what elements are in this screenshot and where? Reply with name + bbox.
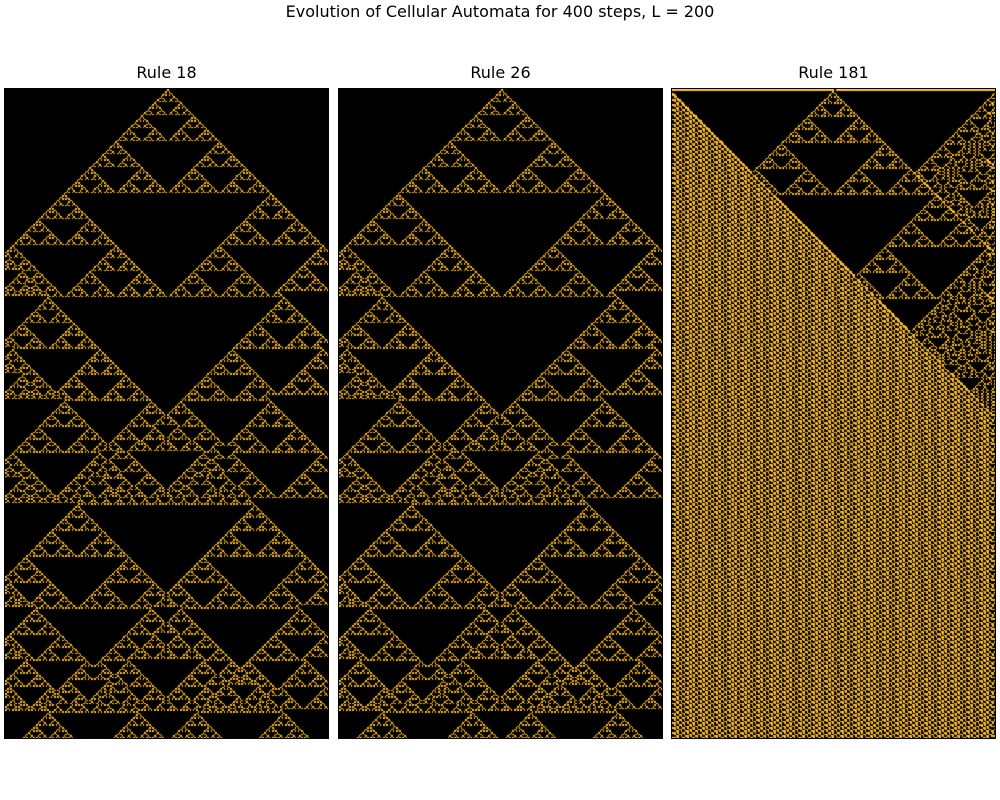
panel-title-rule-26: Rule 26 xyxy=(470,63,531,82)
panel-title-rule-18: Rule 18 xyxy=(136,63,197,82)
ca-panel-rule-181 xyxy=(671,88,996,739)
ca-panel-rule-26 xyxy=(338,88,663,739)
panel-title-rule-181: Rule 181 xyxy=(798,63,869,82)
ca-grid-rule-181 xyxy=(672,89,995,738)
figure-title: Evolution of Cellular Automata for 400 s… xyxy=(285,2,715,21)
ca-panel-rule-18 xyxy=(4,88,329,739)
ca-grid-rule-26 xyxy=(339,89,662,738)
ca-grid-rule-18 xyxy=(5,89,328,738)
